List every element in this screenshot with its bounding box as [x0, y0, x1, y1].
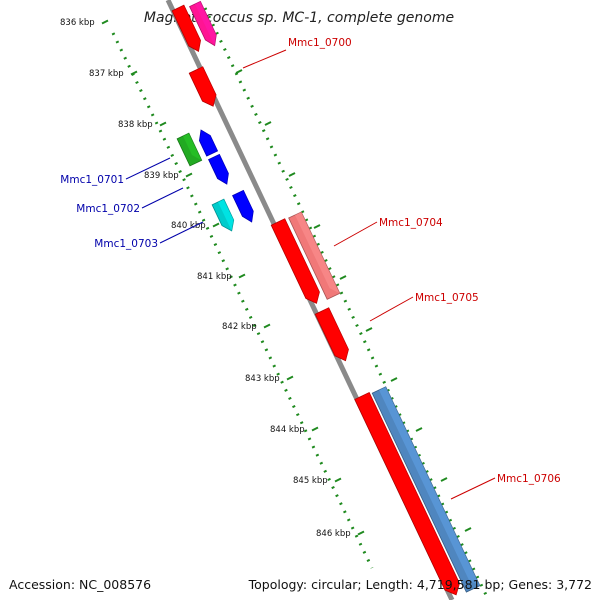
leader-line: [369, 296, 414, 322]
kbp-label: 839 kbp: [144, 171, 179, 181]
kbp-tick: [101, 19, 109, 25]
kbp-label: 836 kbp: [60, 18, 95, 28]
gene-label[interactable]: Mmc1_0704: [379, 217, 443, 229]
gene-label[interactable]: Mmc1_0700: [288, 37, 352, 49]
outer-major-tick: [390, 377, 398, 382]
leader-line: [333, 221, 378, 247]
outer-major-tick: [415, 427, 423, 432]
gene-arrow-mmc1-0702a-highlight: [201, 130, 218, 154]
kbp-tick: [311, 426, 319, 432]
leader-line: [141, 187, 184, 209]
gene-arrow-mmc1-0702b-body: [208, 153, 229, 185]
outer-major-tick: [288, 172, 296, 177]
gene-arrow-mmc1-0701-body: [176, 132, 203, 167]
gene-arrow-mmc1-0700-body: [188, 66, 217, 107]
outer-major-tick: [235, 69, 243, 74]
gene-labels: Mmc1_0700 Mmc1_0701 Mmc1_0702 Mmc1_0703 Mmc1…: [60, 37, 561, 500]
kbp-tick: [159, 121, 167, 127]
kbp-tick: [286, 375, 294, 381]
gene-arrow-mmc1-0700[interactable]: [188, 66, 220, 110]
kbp-label: 846 kbp: [316, 529, 351, 539]
topology-label: Topology: circular; Length: 4,719,581 bp…: [248, 577, 592, 592]
kbp-tick: [185, 172, 193, 178]
kbp-scale: 836 kbp 837 kbp 838 kbp 839 kbp 840 kbp 841 k…: [60, 18, 365, 539]
gene-label[interactable]: Mmc1_0706: [497, 473, 561, 485]
gene-arrow-top-red-body: [171, 4, 201, 53]
gene-arrow-mmc1-0702c[interactable]: [232, 189, 258, 224]
kbp-label: 841 kbp: [197, 272, 232, 282]
outer-major-tick: [264, 121, 272, 126]
gene-arrow-mmc1-0702c-highlight: [238, 190, 254, 222]
gene-arrow-mmc1-0706-body: [354, 392, 460, 596]
gene-arrow-mmc1-0702b[interactable]: [208, 153, 233, 186]
gene-arrow-mmc1-0701-highlight: [183, 133, 202, 161]
outer-major-tick: [313, 224, 321, 229]
gene-arrow-mmc1-0706b[interactable]: [371, 386, 481, 593]
kbp-tick: [238, 273, 246, 279]
kbp-tick: [357, 530, 365, 536]
gene-label[interactable]: Mmc1_0702: [76, 203, 140, 215]
gene-arrow-mmc1-0705[interactable]: [314, 307, 352, 364]
gene-label[interactable]: Mmc1_0705: [415, 292, 479, 304]
outer-major-tick: [440, 477, 448, 482]
accession-label: Accession: NC_008576: [9, 577, 152, 592]
gene-arrow-top-magenta-body: [189, 0, 217, 47]
gene-arrow-mmc1-0704b-body: [288, 211, 341, 300]
kbp-tick: [334, 477, 342, 483]
kbp-tick: [263, 323, 271, 329]
gene-arrow-mmc1-0706b-highlight: [379, 386, 480, 586]
gene-arrow-mmc1-0705-highlight: [322, 307, 349, 361]
feature-tracks: [171, 0, 481, 599]
gene-arrow-mmc1-0703-body: [211, 198, 235, 232]
outer-major-tick: [339, 275, 347, 280]
gene-arrow-mmc1-0701[interactable]: [176, 132, 203, 167]
gene-label[interactable]: Mmc1_0701: [60, 174, 124, 186]
kbp-label: 837 kbp: [89, 69, 124, 79]
gene-arrow-mmc1-0702b-highlight: [214, 154, 229, 185]
gene-arrow-mmc1-0702a[interactable]: [196, 127, 219, 157]
kbp-tick: [130, 70, 138, 76]
gene-arrow-mmc1-0704[interactable]: [270, 218, 323, 307]
gene-arrow-mmc1-0702c-body: [232, 189, 254, 223]
leader-line: [450, 477, 496, 500]
gene-arrow-mmc1-0700-highlight: [196, 66, 217, 107]
leader-line: [242, 49, 287, 69]
tick-ring-inner: [111, 32, 374, 569]
gene-arrow-mmc1-0706b-body: [371, 386, 481, 593]
gene-arrow-mmc1-0704-body: [270, 218, 320, 304]
gene-arrow-mmc1-0706[interactable]: [354, 392, 464, 599]
kbp-label: 842 kbp: [222, 322, 257, 332]
tick-rings: [111, 7, 489, 598]
gene-arrow-top-magenta-highlight: [195, 1, 217, 46]
gene-arrow-mmc1-0702a-body: [199, 129, 219, 157]
kbp-tick: [212, 222, 220, 228]
leader-line: [159, 221, 204, 244]
map-title: Magnetococcus sp. MC-1, complete genome: [144, 10, 454, 26]
tick-ring-outer: [203, 7, 489, 598]
kbp-label: 845 kbp: [293, 476, 328, 486]
gene-arrow-mmc1-0706-highlight: [362, 392, 460, 595]
gene-arrow-mmc1-0705-body: [314, 307, 349, 362]
gene-arrow-mmc1-0704b-highlight: [295, 212, 340, 294]
outer-major-tick: [464, 527, 472, 532]
gene-arrow-top-magenta[interactable]: [189, 0, 221, 48]
gene-arrow-mmc1-0704-highlight: [278, 218, 320, 304]
gene-arrow-mmc1-0703[interactable]: [211, 198, 237, 233]
gene-arrow-top-red-highlight: [178, 5, 201, 52]
outer-major-tick: [365, 327, 373, 332]
gene-label[interactable]: Mmc1_0703: [94, 238, 158, 250]
kbp-label: 844 kbp: [270, 425, 305, 435]
kbp-label: 843 kbp: [245, 374, 280, 384]
gene-arrow-mmc1-0704b[interactable]: [288, 211, 341, 300]
kbp-label: 838 kbp: [118, 120, 153, 130]
gene-arrow-mmc1-0703-highlight: [218, 199, 234, 231]
gene-arrow-top-red[interactable]: [171, 4, 204, 54]
leader-line: [125, 157, 171, 180]
kbp-label: 840 kbp: [171, 221, 206, 231]
